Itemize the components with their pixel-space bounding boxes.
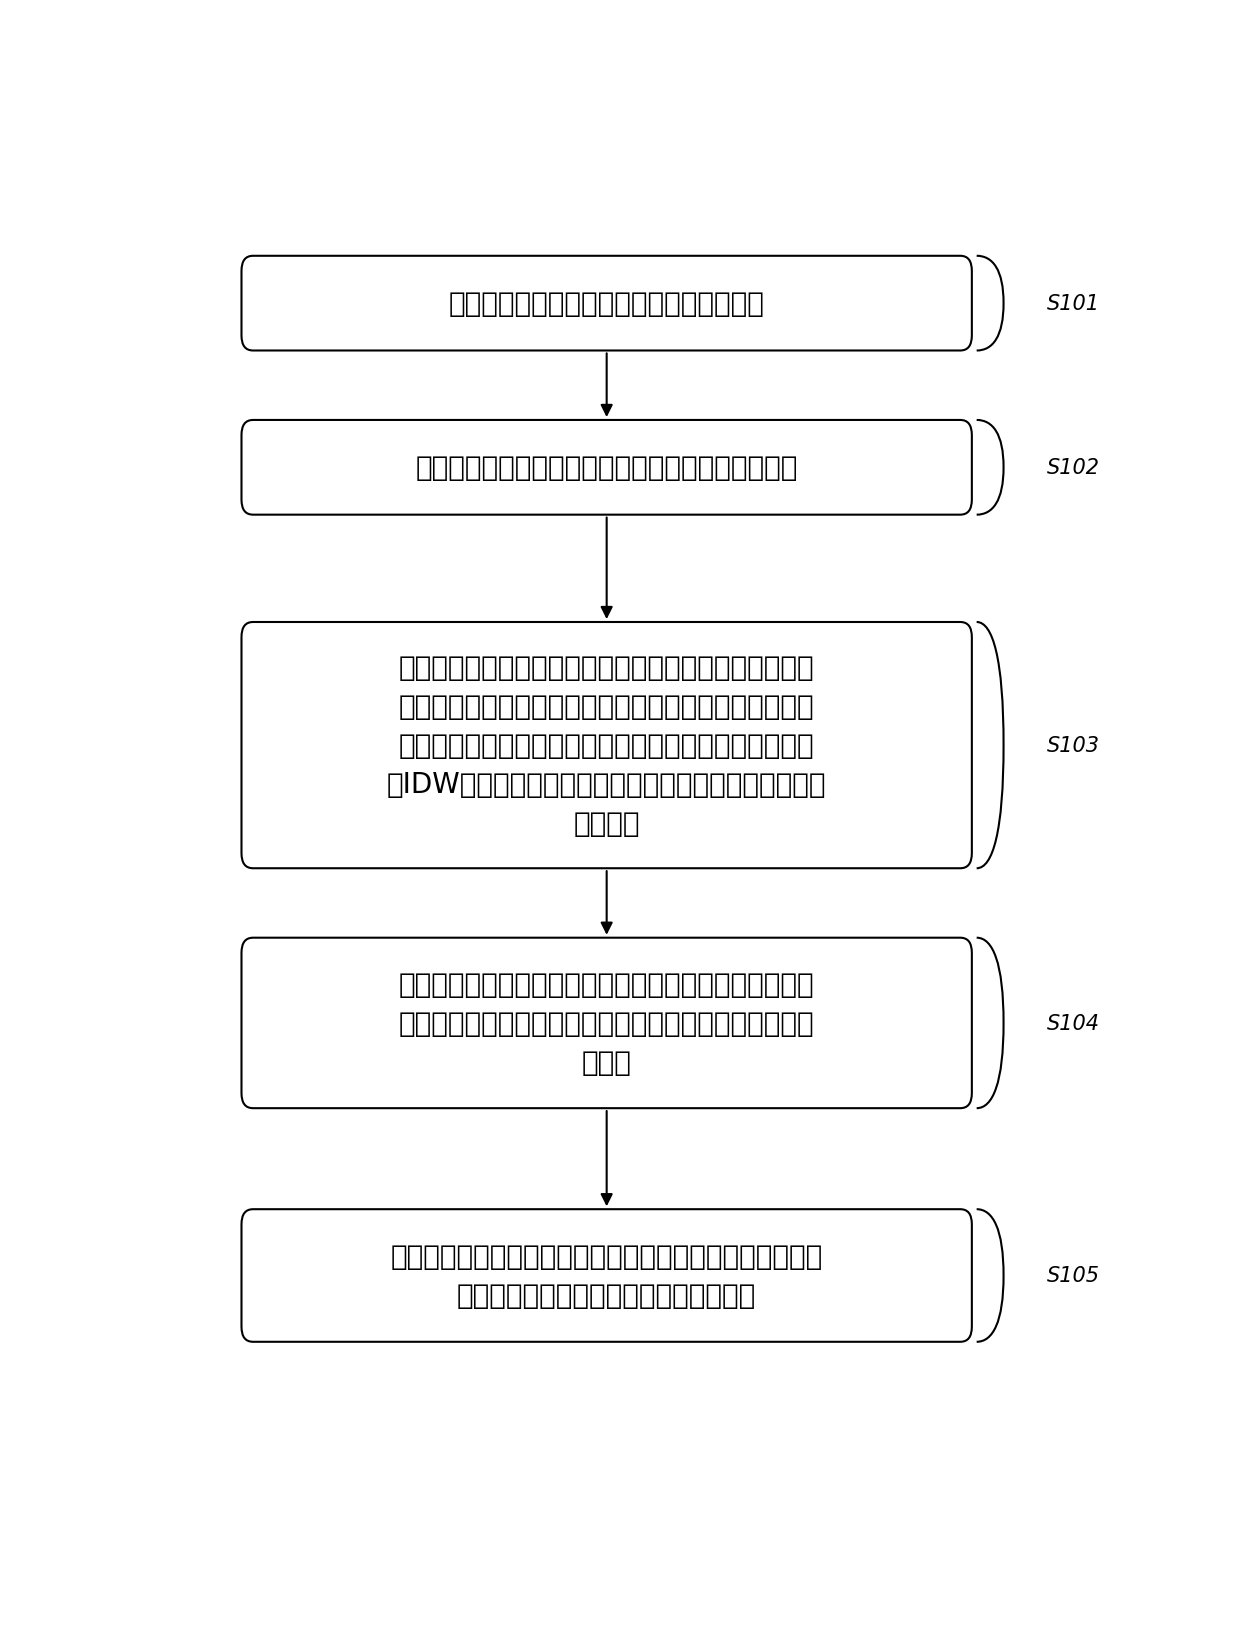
FancyBboxPatch shape <box>242 623 972 869</box>
FancyBboxPatch shape <box>242 1210 972 1342</box>
Text: 当所述介质为各向同性介质时，根据预设的方程解耦算法
，对所述正传波场和或所述反传波场进行纵横波场分离，
以及当所述介质为非均匀各向异性时，根据预设的变异函
数I: 当所述介质为各向同性介质时，根据预设的方程解耦算法 ，对所述正传波场和或所述反传… <box>387 654 826 838</box>
Text: S105: S105 <box>1047 1265 1100 1285</box>
Text: 构建地下炮点正传波场以及检波点反传波场: 构建地下炮点正传波场以及检波点反传波场 <box>449 290 765 318</box>
Text: 对分离出的纵波波场和或横波波场在上下左右四个方向进
行分解，得到所述纵波波场和或所述横波波场的多个方向
波波场: 对分离出的纵波波场和或横波波场在上下左右四个方向进 行分解，得到所述纵波波场和或… <box>399 970 815 1077</box>
FancyBboxPatch shape <box>242 938 972 1108</box>
Text: 判断传播所述正传波场以及所述反传波场的介质类型: 判断传播所述正传波场以及所述反传波场的介质类型 <box>415 454 797 482</box>
Text: 从所述多个方向波波场中选择出多个方向波波场，并计算选
择出的所述多个方向波波场的坡印廷矢量: 从所述多个方向波波场中选择出多个方向波波场，并计算选 择出的所述多个方向波波场的… <box>391 1242 823 1310</box>
FancyBboxPatch shape <box>242 421 972 515</box>
Text: S103: S103 <box>1047 736 1100 756</box>
Text: S102: S102 <box>1047 457 1100 479</box>
Text: S101: S101 <box>1047 293 1100 315</box>
Text: S104: S104 <box>1047 1013 1100 1033</box>
FancyBboxPatch shape <box>242 257 972 351</box>
